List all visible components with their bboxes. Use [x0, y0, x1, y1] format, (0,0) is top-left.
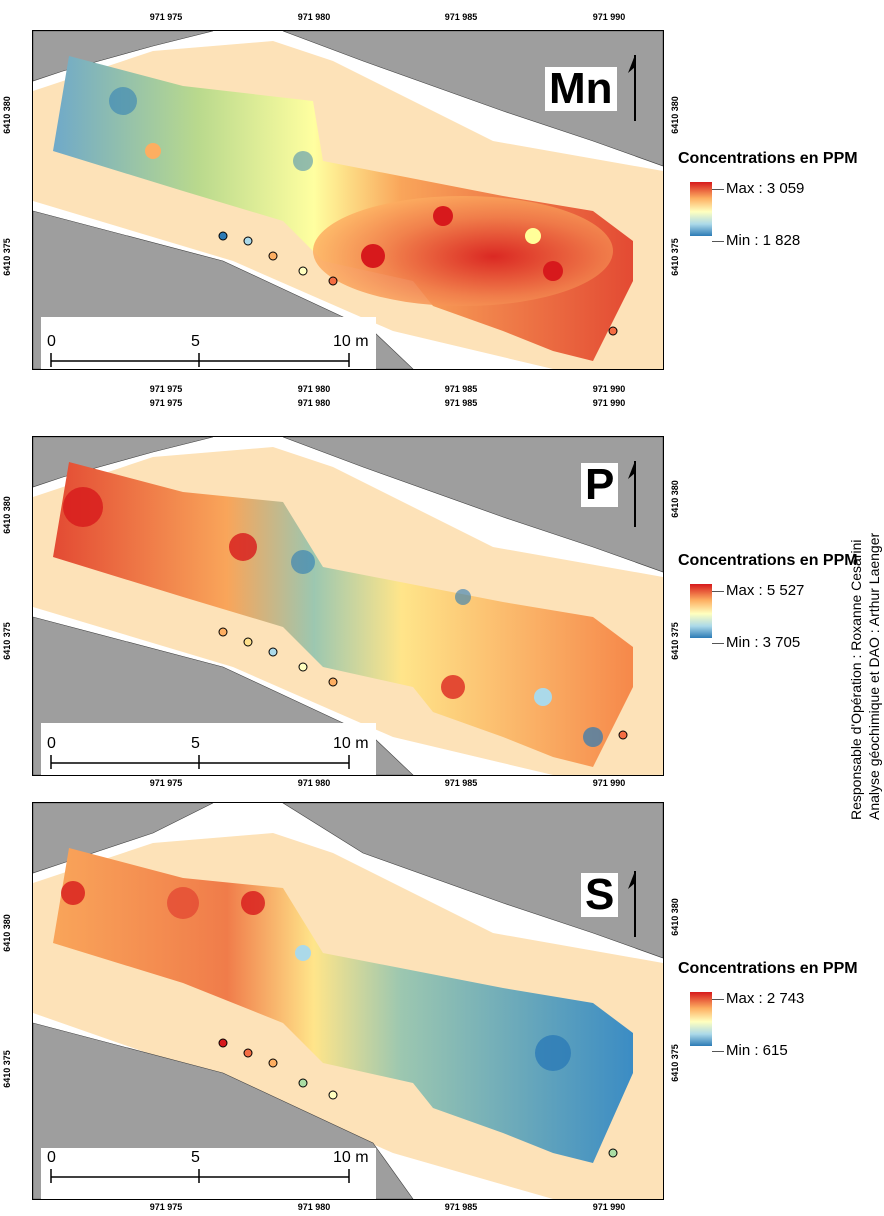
scale-label-10: 10 m [333, 333, 369, 350]
credit-analysis: Analyse géochimique et DAO : Arthur Laen… [866, 532, 882, 820]
y-tick-left: 6410 380 [1, 496, 12, 534]
x-tick-top: 971 990 [592, 12, 626, 22]
concentration-area [53, 462, 633, 767]
x-tick-bottom: 971 980 [297, 1202, 331, 1212]
scale-bar [50, 353, 350, 367]
legend-max: Max : 2 743 [726, 990, 805, 1007]
stone-band-left [33, 31, 214, 82]
x-tick-bottom: 971 990 [592, 778, 626, 788]
x-tick-bottom: 971 980 [297, 778, 331, 788]
y-tick-right: 6410 380 [669, 898, 680, 936]
legend-title: Concentrations en PPM [678, 960, 858, 977]
north-arrow-icon [628, 461, 636, 527]
legend-title: Concentrations en PPM [678, 552, 858, 569]
legend-max-line [712, 189, 724, 190]
y-tick-left: 6410 375 [1, 622, 12, 660]
scale-label-5: 5 [191, 735, 200, 752]
legend-max-line [712, 591, 724, 592]
x-tick-bottom: 971 975 [149, 778, 183, 788]
legend-max: Max : 5 527 [726, 582, 805, 599]
x-tick-bottom: 971 985 [444, 384, 478, 394]
north-arrow-icon [628, 871, 636, 937]
y-tick-right: 6410 375 [669, 622, 680, 660]
x-tick-bottom: 971 985 [444, 1202, 478, 1212]
y-tick-right: 6410 375 [669, 238, 680, 276]
x-tick-bottom: 971 990 [592, 384, 626, 394]
legend-color-ramp [690, 182, 712, 236]
y-tick-left: 6410 380 [1, 96, 12, 134]
scale-label-5: 5 [191, 1149, 200, 1166]
scale-label-5: 5 [191, 333, 200, 350]
x-tick-top: 971 990 [592, 398, 626, 408]
x-tick-bottom: 971 975 [149, 1202, 183, 1212]
heatmap-surface [33, 803, 663, 1199]
north-arrow-icon [628, 55, 636, 121]
y-tick-right: 6410 375 [669, 1044, 680, 1082]
scale-bar [50, 755, 350, 769]
x-tick-top: 971 980 [297, 12, 331, 22]
y-tick-left: 6410 375 [1, 238, 12, 276]
scale-label-0: 0 [47, 735, 56, 752]
stone-band-top [282, 31, 663, 167]
legend-min-line [712, 241, 724, 242]
scale-label-10: 10 m [333, 735, 369, 752]
x-tick-bottom: 971 980 [297, 384, 331, 394]
legend-title: Concentrations en PPM [678, 150, 858, 167]
legend-min: Min : 615 [726, 1042, 788, 1059]
y-tick-left: 6410 380 [1, 914, 12, 952]
legend-max-line [712, 999, 724, 1000]
x-tick-bottom: 971 985 [444, 778, 478, 788]
element-label: P [581, 463, 619, 507]
y-tick-right: 6410 380 [669, 480, 680, 518]
scale-label-0: 0 [47, 1149, 56, 1166]
heatmap-surface [33, 437, 663, 775]
legend-min: Min : 1 828 [726, 232, 801, 249]
legend-max: Max : 3 059 [726, 180, 805, 197]
map-frame: Mn 0 5 10 m [32, 30, 664, 370]
x-tick-top: 971 985 [444, 398, 478, 408]
x-tick-top: 971 975 [149, 12, 183, 22]
y-tick-right: 6410 380 [669, 96, 680, 134]
legend-min-line [712, 643, 724, 644]
legend-min: Min : 3 705 [726, 634, 801, 651]
x-tick-bottom: 971 975 [149, 384, 183, 394]
y-tick-left: 6410 375 [1, 1050, 12, 1088]
scale-bar [50, 1169, 350, 1183]
scale-label-0: 0 [47, 333, 56, 350]
credit-operation: Responsable d'Opération : Roxanne Cesari… [848, 539, 864, 820]
concentration-area [53, 848, 633, 1163]
scale-label-10: 10 m [333, 1149, 369, 1166]
x-tick-top: 971 975 [149, 398, 183, 408]
map-panel-p: 971 975 971 980 971 985 971 990 [0, 398, 884, 802]
map-frame: S 0 5 10 m [32, 802, 664, 1200]
x-tick-top: 971 985 [444, 12, 478, 22]
map-panel-s: S 0 5 10 m 971 975 971 980 971 985 971 9… [0, 802, 884, 1216]
legend-color-ramp [690, 992, 712, 1046]
map-frame: P 0 5 10 m [32, 436, 664, 776]
legend-min-line [712, 1051, 724, 1052]
x-tick-top: 971 980 [297, 398, 331, 408]
x-tick-bottom: 971 990 [592, 1202, 626, 1212]
element-label: Mn [545, 67, 617, 111]
map-panel-mn: 971 975 971 980 971 985 971 990 [0, 0, 884, 398]
element-label: S [581, 873, 619, 917]
legend-color-ramp [690, 584, 712, 638]
